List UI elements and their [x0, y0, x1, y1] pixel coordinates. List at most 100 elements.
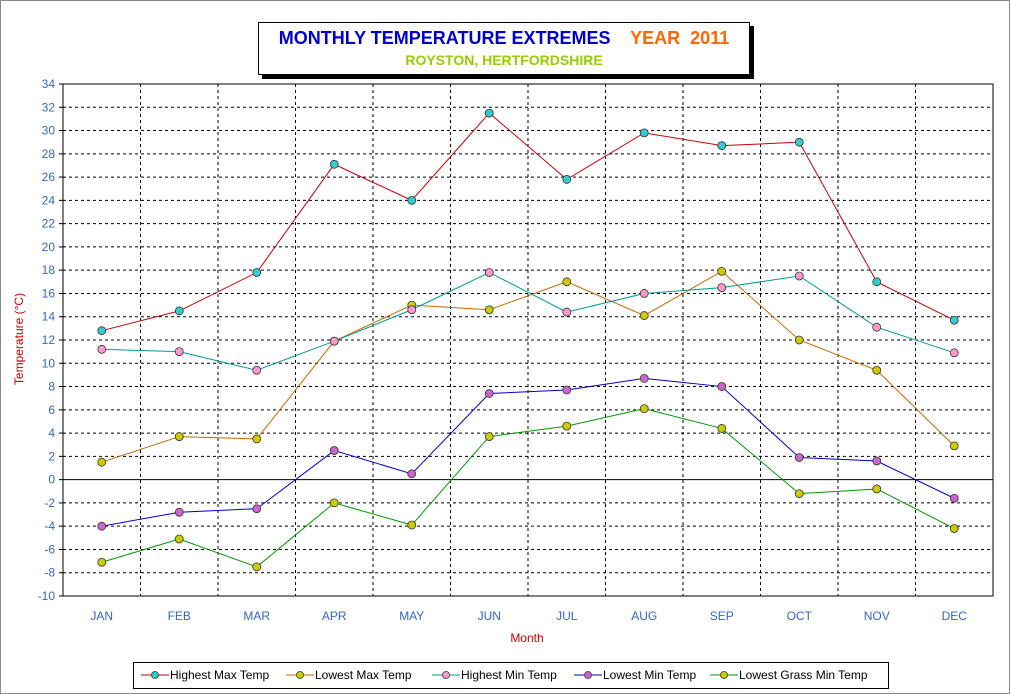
y-tick-label: 18	[42, 263, 56, 277]
series-line	[101, 271, 955, 371]
data-point	[562, 421, 572, 431]
series-highest-min-temp	[97, 268, 959, 375]
data-point	[639, 373, 649, 383]
legend-item: Lowest Max Temp	[285, 667, 412, 683]
legend-label: Lowest Max Temp	[315, 668, 412, 682]
legend-swatch	[432, 671, 460, 679]
legend-label: Highest Min Temp	[461, 668, 557, 682]
legend-label: Lowest Min Temp	[603, 668, 697, 682]
x-tick-label: AUG	[631, 609, 657, 623]
legend-swatch	[141, 671, 169, 679]
y-tick-label: 4	[48, 426, 55, 440]
y-tick-label: 2	[48, 449, 55, 463]
y-tick-label: 8	[48, 380, 55, 394]
y-tick-label: -10	[38, 589, 56, 603]
data-point	[794, 271, 804, 281]
data-point	[97, 457, 107, 467]
data-point	[97, 557, 107, 567]
data-point	[639, 404, 649, 414]
data-point	[562, 385, 572, 395]
data-point	[252, 504, 262, 514]
x-axis-label: Month	[510, 631, 543, 645]
data-point	[174, 306, 184, 316]
data-point	[252, 268, 262, 277]
x-tick-label: JAN	[90, 609, 113, 623]
data-point	[639, 311, 649, 320]
legend-item: Lowest Grass Min Temp	[709, 667, 868, 683]
legend-swatch	[710, 671, 738, 679]
data-point	[949, 348, 959, 358]
y-axis-label: Temperature (°C)	[12, 293, 26, 385]
legend-swatch-marker	[584, 671, 592, 679]
data-point	[872, 484, 882, 494]
y-tick-label: -4	[44, 519, 55, 533]
x-tick-label: JUL	[556, 609, 578, 623]
data-point	[872, 365, 882, 375]
data-point	[329, 446, 339, 455]
y-tick-label: 22	[42, 217, 56, 231]
legend-swatch-marker	[720, 671, 728, 679]
data-point	[717, 283, 727, 293]
data-point	[794, 137, 804, 147]
data-point	[484, 108, 494, 118]
x-tick-label: MAR	[243, 609, 270, 623]
x-tick-label: JUN	[478, 609, 501, 623]
x-tick-label: APR	[322, 609, 347, 623]
data-point	[174, 347, 184, 357]
data-point	[329, 498, 339, 508]
legend-label: Lowest Grass Min Temp	[739, 668, 868, 682]
x-tick-label: DEC	[942, 609, 968, 623]
data-point	[484, 389, 494, 398]
y-tick-label: 20	[42, 240, 56, 254]
legend-swatch-marker	[442, 671, 450, 679]
y-tick-label: 0	[48, 473, 55, 487]
series-line	[101, 270, 955, 463]
y-tick-label: 12	[42, 333, 56, 347]
legend-item: Highest Max Temp	[140, 667, 269, 683]
series-lowest-max-temp	[97, 266, 959, 467]
data-point	[794, 453, 804, 462]
y-tick-label: 28	[42, 147, 56, 161]
legend-label: Highest Max Temp	[170, 668, 270, 682]
y-tick-label: 6	[48, 403, 55, 417]
data-point	[717, 382, 727, 391]
data-point	[329, 336, 339, 346]
legend-swatch	[286, 671, 314, 679]
data-point	[949, 315, 959, 325]
data-point	[252, 434, 262, 444]
legend-swatch	[574, 671, 602, 679]
legend-swatch-marker	[296, 671, 304, 679]
data-point	[97, 344, 107, 354]
y-tick-label: -6	[44, 542, 55, 556]
data-point	[484, 268, 494, 277]
data-point	[639, 289, 649, 298]
legend: Highest Max Temp Lowest Max Temp Highest M…	[133, 662, 889, 689]
data-point	[949, 493, 959, 503]
series-lowest-min-temp	[97, 373, 959, 531]
y-tick-label: 24	[42, 193, 56, 207]
x-tick-label: OCT	[787, 609, 813, 623]
chart-title: MONTHLY TEMPERATURE EXTREMES	[278, 28, 611, 48]
data-point	[639, 128, 649, 138]
y-tick-label: 34	[42, 77, 56, 91]
data-point	[407, 195, 417, 205]
legend-item: Highest Min Temp	[431, 667, 557, 683]
x-tick-label: FEB	[168, 609, 191, 623]
series-line	[101, 377, 955, 527]
series-lowest-grass-min-temp	[97, 404, 959, 572]
y-tick-label: -2	[44, 496, 55, 510]
data-point	[717, 141, 727, 151]
series-line	[101, 408, 955, 568]
data-point	[872, 277, 882, 287]
data-point	[562, 307, 572, 317]
data-point	[174, 507, 184, 517]
data-point	[872, 456, 882, 466]
data-point	[949, 524, 959, 533]
x-tick-label: MAY	[399, 609, 424, 623]
y-tick-label: 30	[42, 124, 56, 138]
data-point	[794, 335, 804, 345]
series-line	[101, 112, 955, 332]
data-point	[174, 534, 184, 544]
